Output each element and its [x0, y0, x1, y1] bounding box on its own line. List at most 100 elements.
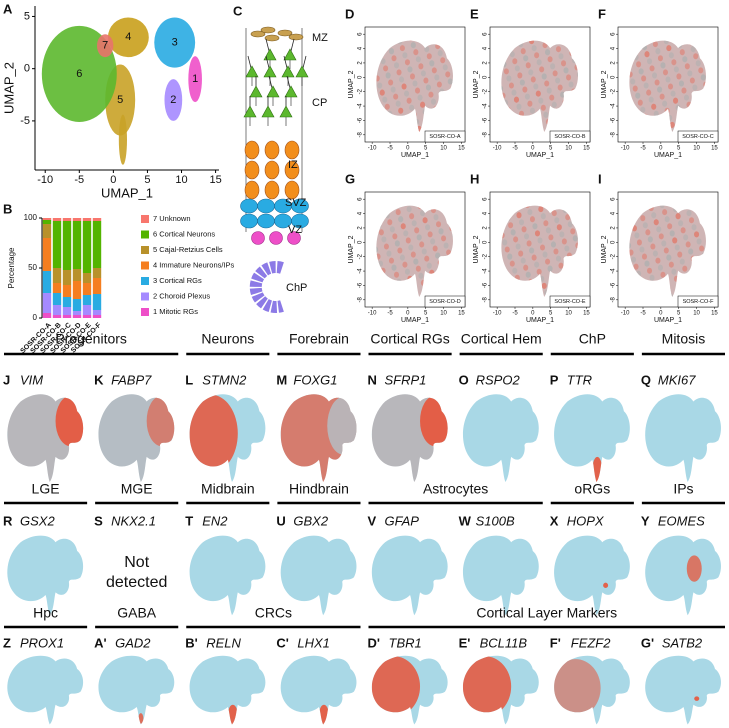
bar-segment [72, 281, 82, 299]
cell-dot [416, 234, 422, 241]
cell-dot [515, 243, 521, 250]
bar-segment [52, 221, 62, 268]
feature-plot [280, 655, 357, 725]
cluster-region [164, 79, 183, 121]
cell-dot [700, 74, 706, 81]
bar-segment [72, 221, 82, 269]
cell-dot [657, 195, 662, 201]
expression-overlay [686, 555, 702, 582]
cell-dot [424, 46, 430, 53]
y-tick-label: 4 [483, 46, 489, 50]
cell-dot [574, 273, 578, 280]
cell-dot [576, 102, 578, 109]
cell-dot [551, 101, 557, 108]
panel-letter: D' [368, 635, 380, 650]
y-tick-label: 0 [33, 313, 38, 322]
cell-dot [541, 282, 547, 289]
cell-dot [377, 82, 383, 89]
cell-dot [518, 250, 524, 257]
cell-dot [568, 81, 574, 88]
cell-dot [569, 259, 575, 266]
cell-dot [517, 72, 523, 79]
expression-region [227, 704, 238, 725]
cell-dot [547, 56, 553, 63]
x-axis-label: UMAP_1 [401, 152, 429, 159]
cell-dot [629, 249, 634, 256]
cell-dot [671, 59, 677, 66]
y-tick-label: -4 [611, 103, 617, 109]
cell-dot [440, 266, 446, 273]
cell-dot [534, 261, 540, 268]
cell-dot [395, 209, 401, 216]
feature-plot [645, 655, 722, 725]
cell-dot [538, 206, 544, 213]
cell-dot [672, 237, 678, 244]
cell-dot [669, 121, 675, 128]
cell-dot [426, 53, 432, 60]
cell-dot [376, 40, 379, 44]
cr-cell [288, 33, 304, 41]
feature-plot [7, 535, 84, 616]
cell-dot [641, 44, 647, 51]
cell-dot [555, 255, 561, 262]
expression-overlay [98, 394, 175, 483]
umap-silhouette [645, 655, 722, 725]
cell-dot [672, 128, 678, 132]
immature-neuron [264, 160, 280, 180]
sample-label: SOSR-CO-E [554, 299, 586, 305]
neuron [283, 48, 297, 61]
y-tick-label: 4 [358, 46, 364, 50]
feature-plot [7, 394, 84, 483]
cell-dot [405, 128, 411, 132]
cell-dot [544, 289, 550, 296]
cell-dot [666, 254, 672, 261]
group-title: ChP [579, 331, 606, 347]
gene-name: GFAP [385, 513, 420, 528]
group-title: Hpc [33, 605, 58, 621]
cell-dot [446, 218, 452, 225]
cell-dot [661, 240, 667, 247]
cell-dot [410, 42, 416, 49]
plot-frame [364, 191, 466, 308]
y-tick-label: 2 [483, 61, 489, 65]
cell-dot [418, 272, 424, 279]
y-tick-label: 0 [358, 240, 364, 244]
cell-dot [422, 108, 428, 115]
bar-segment [92, 315, 102, 318]
umap-cells [376, 33, 453, 132]
cell-dot [444, 33, 449, 39]
cell-dot [382, 205, 388, 212]
cell-dot [434, 74, 440, 81]
cell-dot [529, 247, 535, 254]
cell-dot [562, 207, 568, 214]
expression-overlay [462, 656, 512, 717]
group-title: Neurons [201, 331, 254, 347]
cell-dot [448, 47, 453, 54]
umap-silhouette [462, 394, 539, 483]
cell-dot [555, 286, 561, 293]
y-axis-label: UMAP_2 [601, 235, 608, 263]
y-tick-label: 4 [483, 211, 489, 215]
cell-dot [505, 215, 511, 222]
cell-dot [426, 262, 432, 269]
y-tick-label: 2 [358, 61, 364, 65]
panel-letter: O [459, 372, 469, 387]
expression-region [318, 704, 329, 725]
cell-dot [378, 260, 384, 267]
cell-dot [537, 237, 543, 244]
cell-dot [699, 105, 705, 112]
cell-dot [576, 211, 578, 218]
cell-dot [576, 71, 578, 78]
cell-dot [394, 271, 400, 278]
cell-dot [678, 289, 684, 296]
cell-dot [554, 108, 560, 115]
panel-letter: R [3, 513, 13, 528]
cell-dot [510, 229, 516, 236]
panel-letter: H [470, 171, 479, 186]
panel-letter: F [598, 6, 606, 21]
cell-dot [513, 205, 520, 212]
cell-dot [511, 198, 516, 204]
bar-segment [42, 313, 52, 318]
cell-dot [640, 215, 646, 222]
bar-segment [92, 218, 102, 221]
